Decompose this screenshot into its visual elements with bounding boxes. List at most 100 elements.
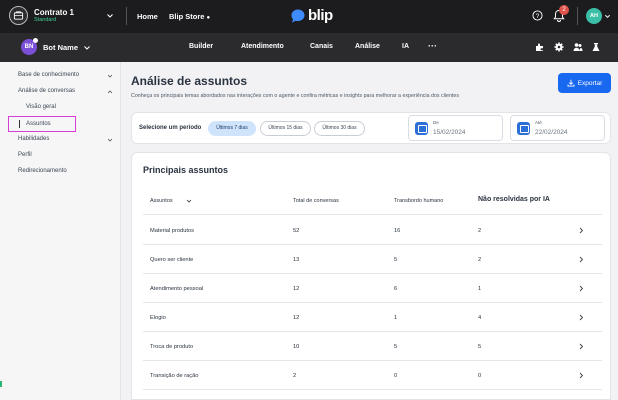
cell-nao-resolvidas: 2	[478, 228, 482, 234]
top-bar: Contrato 1 Standard Home Blip Store ● bl…	[0, 0, 618, 33]
sidebar-item-redirecionamento[interactable]: Redirecionamento	[18, 168, 67, 174]
date-to-label: Até	[535, 120, 542, 125]
period-30-days[interactable]: Últimos 30 dias	[314, 121, 365, 136]
date-from-field[interactable]: De 15/02/2024	[408, 115, 503, 141]
subjects-card: Principais assuntos Assuntos Total de co…	[131, 152, 611, 400]
help-icon[interactable]: ?	[532, 10, 543, 21]
chevron-down-icon[interactable]	[106, 12, 114, 20]
nav-ia[interactable]: IA	[402, 43, 409, 50]
more-menu-icon[interactable]: ···	[428, 41, 437, 51]
blip-logo[interactable]: blip	[290, 7, 333, 24]
column-transbordo-humano: Transbordo humano	[394, 198, 444, 204]
chevron-down-icon[interactable]	[186, 198, 192, 204]
bot-nav-bar: BN Bot Name Builder Atendimento Canais A…	[0, 33, 618, 62]
cell-nao-resolvidas: 1	[478, 286, 482, 292]
period-15-days[interactable]: Últimos 15 dias	[260, 121, 311, 136]
cell-assunto: Transição de ração	[150, 373, 199, 379]
sidebar-item-perfil[interactable]: Perfil	[18, 152, 32, 158]
cell-nao-resolvidas: 5	[478, 344, 482, 350]
calendar-icon	[517, 122, 530, 135]
sidebar-item-base-conhecimento[interactable]: Base de conhecimento	[18, 72, 80, 78]
nav-analise[interactable]: Análise	[355, 43, 380, 50]
svg-text:?: ?	[536, 13, 540, 20]
cell-transbordo: 0	[394, 373, 398, 379]
cell-transbordo: 1	[394, 315, 398, 321]
divider	[577, 7, 578, 25]
download-icon	[567, 79, 575, 87]
nav-builder[interactable]: Builder	[189, 43, 214, 50]
cell-nao-resolvidas: 0	[478, 373, 482, 379]
home-link[interactable]: Home	[137, 12, 158, 21]
table-header: Assuntos Total de conversas Transbordo h…	[143, 187, 602, 215]
date-from-label: De	[433, 120, 439, 125]
cell-total: 12	[293, 315, 300, 321]
date-to-field[interactable]: Até 22/02/2024	[510, 115, 605, 141]
team-icon[interactable]	[573, 42, 583, 52]
cell-total: 10	[293, 344, 300, 350]
chevron-right-icon[interactable]	[578, 285, 584, 292]
period-filter-bar: Selecione um período Últimos 7 dias Últi…	[131, 112, 611, 144]
cell-nao-resolvidas: 2	[478, 257, 482, 263]
sidebar-item-analise-conversas[interactable]: Análise de conversas	[18, 88, 76, 94]
user-avatar[interactable]: AH	[586, 8, 602, 24]
cell-assunto: Troca de produto	[150, 344, 194, 350]
column-nao-resolvidas: Não resolvidas por IA	[478, 196, 550, 203]
active-indicator	[19, 120, 20, 128]
chevron-down-icon[interactable]	[107, 73, 113, 79]
cell-assunto: Quero ser cliente	[150, 257, 194, 263]
puzzle-icon[interactable]	[535, 42, 545, 52]
cell-transbordo: 6	[394, 286, 398, 292]
cell-assunto: Atendimento pessoal	[150, 286, 204, 292]
notification-badge: 2	[559, 5, 569, 15]
table-row[interactable]: Troca de produto 10 5 5	[143, 332, 602, 361]
period-label: Selecione um período	[139, 125, 202, 131]
cell-total: 13	[293, 257, 300, 263]
sidebar-subitem-assuntos[interactable]: Assuntos	[26, 121, 51, 127]
blip-store-link[interactable]: Blip Store ●	[169, 12, 211, 21]
chevron-right-icon[interactable]	[578, 372, 584, 379]
table-row[interactable]: Atendimento pessoal 12 6 1	[143, 274, 602, 303]
cell-transbordo: 5	[394, 257, 398, 263]
chevron-down-icon[interactable]	[83, 44, 91, 52]
table-row[interactable]: Transição de ração 2 0 0	[143, 361, 602, 390]
cell-assunto: Elogio	[150, 315, 166, 321]
bot-avatar[interactable]: BN	[21, 38, 38, 55]
sidebar-item-habilidades[interactable]: Habilidades	[18, 136, 50, 142]
contract-selector[interactable]: Contrato 1 Standard	[9, 6, 74, 25]
gear-icon[interactable]	[554, 42, 564, 52]
divider	[126, 7, 127, 25]
chevron-down-icon[interactable]	[107, 137, 113, 143]
chevron-right-icon[interactable]	[578, 227, 584, 234]
table-row[interactable]: Quero ser cliente 13 5 2	[143, 245, 602, 274]
cell-transbordo: 16	[394, 228, 401, 234]
date-from-value: 15/02/2024	[433, 129, 466, 136]
card-title: Principais assuntos	[143, 165, 229, 175]
table-row[interactable]: Material produtos 52 16 2	[143, 216, 602, 245]
sidebar-subitem-visao-geral[interactable]: Visão geral	[26, 104, 56, 110]
cell-assunto: Material produtos	[150, 228, 194, 234]
blip-bubble-icon	[291, 9, 305, 22]
selection-highlight	[8, 116, 76, 132]
chevron-right-icon[interactable]	[578, 343, 584, 350]
column-total-conversas: Total de conversas	[293, 198, 339, 204]
export-button[interactable]: Exportar	[558, 73, 611, 93]
sidebar: Base de conhecimento Análise de conversa…	[0, 62, 121, 400]
chevron-up-icon[interactable]	[107, 89, 113, 95]
cell-total: 12	[293, 286, 300, 292]
export-label: Exportar	[577, 79, 603, 87]
cell-nao-resolvidas: 4	[478, 315, 482, 321]
column-assuntos[interactable]: Assuntos	[150, 198, 173, 204]
period-7-days[interactable]: Últimos 7 dias	[208, 121, 256, 136]
contract-plan: Standard	[34, 16, 57, 23]
bot-name[interactable]: Bot Name	[43, 43, 79, 52]
nav-canais[interactable]: Canais	[310, 43, 333, 50]
contract-icon	[9, 6, 28, 25]
cell-total: 52	[293, 228, 300, 234]
nav-atendimento[interactable]: Atendimento	[241, 43, 284, 50]
chevron-down-icon[interactable]	[604, 13, 611, 20]
page-description: Conheça os principais temas abordados na…	[131, 93, 459, 99]
chevron-right-icon[interactable]	[578, 256, 584, 263]
table-row[interactable]: Elogio 12 1 4	[143, 303, 602, 332]
flask-icon[interactable]	[591, 42, 601, 52]
chevron-right-icon[interactable]	[578, 314, 584, 321]
